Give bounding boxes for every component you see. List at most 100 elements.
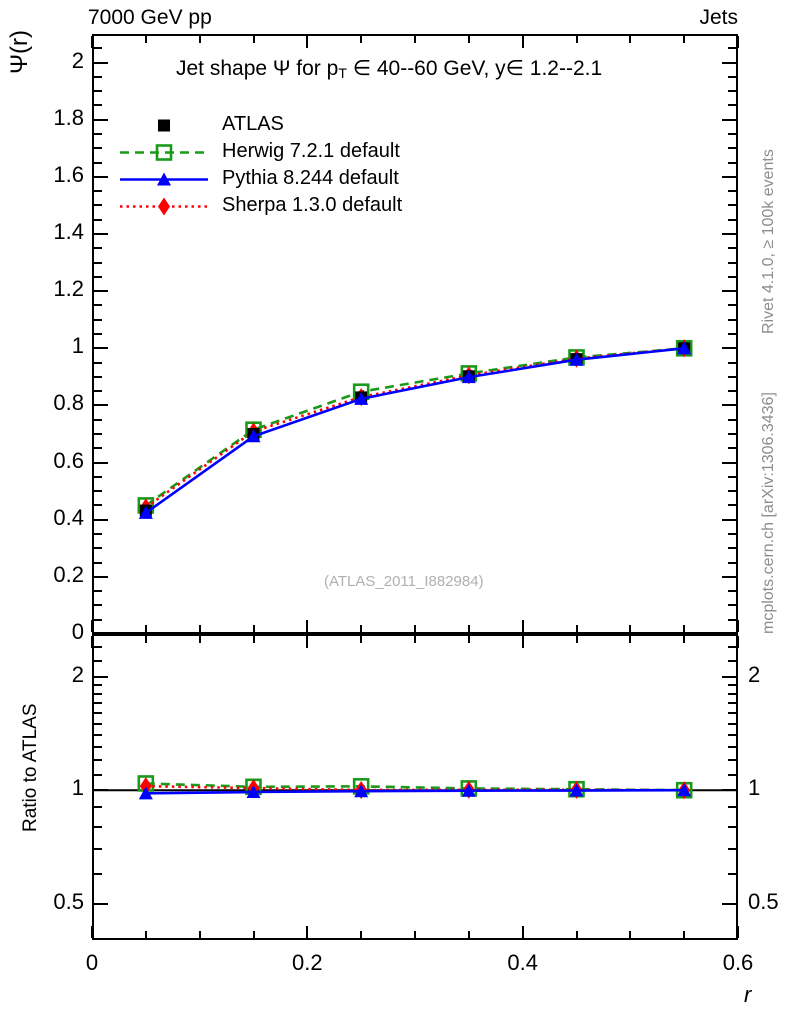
marker-diamond [158,197,170,216]
ratio-x-tick-bottom [575,931,578,938]
ratio-y-tick-minor [728,734,736,737]
ratio-y-tick-major [94,902,108,905]
y-tick-major [94,61,108,64]
y-tick-minor [94,604,102,607]
y-tick-minor [94,275,102,278]
x-tick-bottom-main [575,625,578,632]
y-tick-minor [94,433,102,435]
x-tick-bottom-main [91,620,93,632]
plot-title-subscript: T [338,65,347,81]
y-tick-minor [94,333,102,335]
y-tick-major [722,175,736,178]
ratio-y-tick-minor [94,734,102,737]
ratio-y-tick-label-right: 2 [748,661,761,687]
ratio-y-tick-minor [94,746,102,749]
legend-label: Sherpa 1.3.0 default [222,194,403,216]
ratio-x-tick-bottom [91,926,93,938]
ratio-y-tick-minor [94,825,102,828]
ratio-y-tick-minor [94,806,102,809]
ratio-y-tick-minor [728,806,736,809]
ratio-y-tick-minor [94,773,102,776]
y-tick-major [722,233,736,235]
legend-key-diamond [116,193,212,220]
ratio-y-tick-minor [728,684,736,687]
ratio-y-tick-minor [94,847,102,850]
ratio-x-tick-bottom [306,926,309,938]
y-tick-minor [728,475,736,478]
ratio-y-tick-label-right: 0.5 [748,888,779,914]
y-tick-minor [94,247,102,250]
y-tick-minor [94,447,102,450]
marker-triangle [677,783,692,797]
x-tick-bottom-main [198,625,201,632]
ratio-x-tick-top [414,636,416,643]
ratio-series-pythia [138,783,692,800]
y-tick-minor [728,75,736,78]
ratio-x-tick-bottom [252,931,255,938]
ratio-y-tick-label-right: 1 [748,775,761,801]
y-tick-label: 1.2 [53,276,84,302]
ratio-x-tick-top [198,636,201,643]
y-tick-minor [728,504,736,507]
y-tick-minor [728,304,736,307]
x-tick-bottom-main [467,625,470,632]
marker-diamond [139,777,152,796]
legend-label: Pythia 8.244 default [222,167,399,189]
y-tick-minor [728,375,736,378]
y-tick-major [722,61,736,64]
ratio-y-tick-minor [94,693,102,696]
marker-triangle [354,784,369,798]
y-tick-minor [94,304,102,307]
legend-label: ATLAS [222,113,284,135]
ratio-y-tick-major [722,675,736,678]
ratio-x-tick-bottom [198,931,201,938]
y-tick-minor [94,190,102,193]
x-tick-bottom-main [360,625,363,632]
ratio-x-tick-bottom [683,931,686,938]
header-beam-label: 7000 GeV pp [88,6,212,29]
ratio-y-tick-minor [728,693,736,696]
y-tick-minor [728,490,736,493]
ratio-y-tick-major [722,902,736,905]
ratio-y-tick-minor [728,722,736,725]
ratio-y-tick-minor [94,684,102,687]
y-tick-major [94,118,108,121]
y-tick-minor [728,618,736,621]
y-tick-label: 1 [71,333,84,359]
y-tick-minor [728,547,736,550]
ratio-y-tick-minor [728,872,736,875]
y-tick-minor [728,561,736,564]
marker-triangle [569,783,584,797]
ratio-x-tick-top [575,636,578,643]
x-tick-bottom-main [683,625,686,632]
ratio-y-tick-minor [94,872,102,875]
x-tick-top [521,36,524,48]
x-tick-top [306,36,309,48]
y-tick-minor [94,504,102,507]
ratio-y-tick-minor [94,702,102,705]
ratio-x-tick-bottom [414,931,416,938]
marker-triangle [461,783,476,797]
ratio-y-tick-minor [94,722,102,725]
marker-triangle [138,505,153,519]
y-tick-minor [94,590,102,593]
ratio-y-tick-major [722,789,736,792]
y-tick-minor [728,90,736,93]
x-tick-top [252,36,255,43]
y-tick-minor [728,361,736,364]
y-tick-minor [728,433,736,435]
x-tick-top [144,36,147,43]
y-tick-minor [728,418,736,421]
y-tick-major [94,233,108,235]
y-tick-major [722,633,736,635]
x-tick-label: 0 [85,950,99,975]
y-tick-minor [728,47,736,50]
marker-triangle [677,341,692,355]
marker-triangle [138,786,153,800]
marker-square-filled [158,119,170,132]
marker-triangle [157,172,171,186]
y-tick-minor [94,218,102,221]
y-tick-label: 2 [71,47,84,73]
y-tick-minor [94,475,102,478]
